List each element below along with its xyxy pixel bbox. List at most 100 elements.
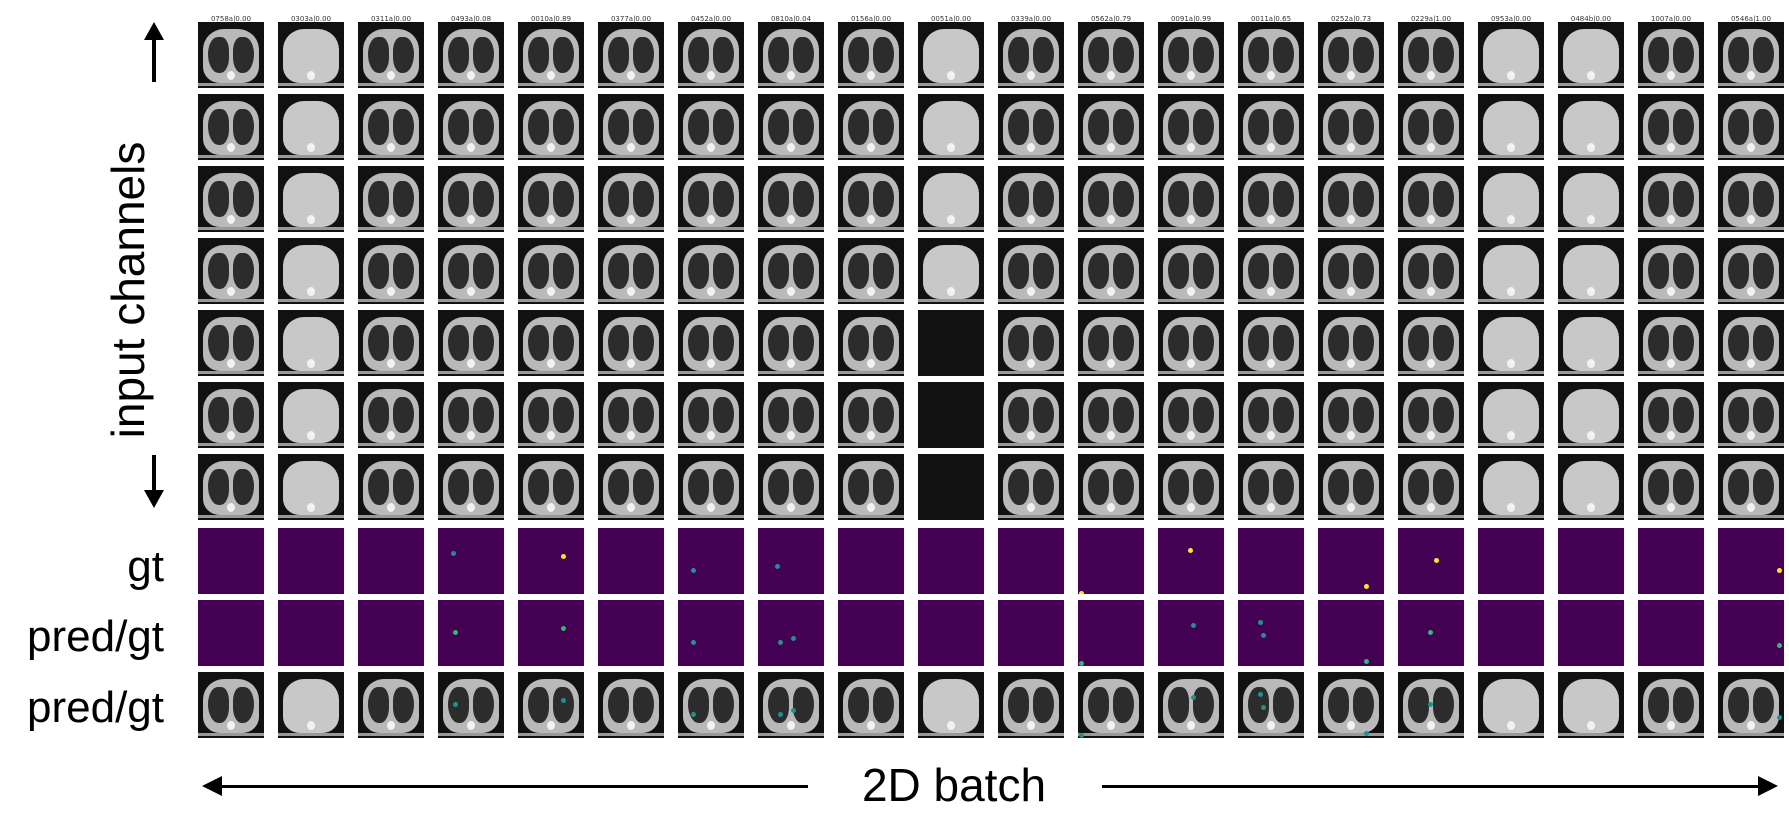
input-channel-tile: [918, 166, 984, 232]
input-channel-tile: [998, 22, 1064, 88]
prediction-dot: [1777, 714, 1783, 720]
lesion-dot: [1187, 547, 1193, 553]
column-title: 0452a|0.00: [690, 15, 732, 23]
lesion-dot: [1191, 623, 1196, 629]
pred-mask-tile: [278, 600, 344, 666]
lesion-dot: [1777, 567, 1783, 573]
column-title: 0810a|0.04: [770, 15, 812, 23]
overlay-ct-tile: [598, 672, 664, 738]
input-channel-tile: [1318, 22, 1384, 88]
column-title: 0484b|0.00: [1570, 15, 1612, 23]
column-title: 0229a|1.00: [1410, 15, 1452, 23]
input-channel-tile: [1638, 310, 1704, 376]
overlay-ct-tile: [758, 672, 824, 738]
pred-mask-tile: [998, 600, 1064, 666]
pred-mask-tile: [518, 600, 584, 666]
input-channel-tile: [198, 94, 264, 160]
pred-mask-tile: [1158, 600, 1224, 666]
prediction-dot: [1191, 695, 1196, 701]
input-channel-tile: [998, 382, 1064, 448]
down-arrow-shaft: [152, 455, 156, 493]
overlay-ct-tile: [918, 672, 984, 738]
input-channel-tile: [1318, 382, 1384, 448]
input-channel-tile: [598, 310, 664, 376]
input-channel-tile: [438, 22, 504, 88]
gt-row-label: gt: [127, 542, 164, 591]
input-channel-tile: [518, 22, 584, 88]
input-channel-tile: [1558, 310, 1624, 376]
input-channel-tile: [998, 310, 1064, 376]
pred-mask-tile: [1638, 600, 1704, 666]
overlay-ct-tile: [198, 672, 264, 738]
pred-mask-tile: [838, 600, 904, 666]
pred-mask-tile: [1398, 600, 1464, 666]
input-channel-tile: [1638, 22, 1704, 88]
input-channel-tile: [1158, 94, 1224, 160]
pred-mask-tile: [1238, 600, 1304, 666]
pred-mask-tile: [438, 600, 504, 666]
input-channel-tile: [1398, 94, 1464, 160]
input-channel-tile: [358, 454, 424, 520]
down-arrow-icon: [144, 490, 164, 508]
gt-mask-tile: [438, 528, 504, 594]
input-channel-tile: [918, 94, 984, 160]
overlay-ct-tile: [1638, 672, 1704, 738]
input-channel-tile: [278, 166, 344, 232]
up-arrow-icon: [144, 22, 164, 40]
gt-mask-tile: [838, 528, 904, 594]
pred-mask-tile: [358, 600, 424, 666]
lesion-dot: [1364, 584, 1370, 590]
pred-mask-tile: [598, 600, 664, 666]
input-channel-tile: [918, 22, 984, 88]
input-channel-tile: [358, 382, 424, 448]
prediction-dot: [1364, 731, 1370, 737]
input-channel-tile: [438, 310, 504, 376]
overlay-ct-tile: [678, 672, 744, 738]
input-channel-tile: [1718, 454, 1784, 520]
input-channel-tile: [1718, 310, 1784, 376]
overlay-ct-tile: [1478, 672, 1544, 738]
input-channel-tile: [1318, 166, 1384, 232]
input-channel-tile: [1398, 454, 1464, 520]
overlay-ct-tile: [1718, 672, 1784, 738]
input-channel-tile: [438, 238, 504, 304]
column-title: 0953a|0.00: [1490, 15, 1532, 23]
input-channel-tile: [1318, 310, 1384, 376]
input-channel-tile: [1638, 166, 1704, 232]
input-channel-tile: [838, 454, 904, 520]
input-channel-tile: [758, 382, 824, 448]
input-channel-tile: [198, 22, 264, 88]
input-channel-tile: [598, 238, 664, 304]
gt-mask-tile: [1078, 528, 1144, 594]
input-channel-tile: [278, 94, 344, 160]
input-channel-tile: [1158, 454, 1224, 520]
input-channel-tile: [758, 310, 824, 376]
input-channel-tile: [1238, 454, 1304, 520]
input-channel-tile: [278, 382, 344, 448]
lesion-dot: [1079, 590, 1085, 594]
input-channel-tile: [518, 310, 584, 376]
input-channel-tile: [758, 94, 824, 160]
input-channel-tile: [918, 238, 984, 304]
input-channel-tile: [1158, 238, 1224, 304]
input-channel-tile: [518, 94, 584, 160]
input-channel-tile: [1718, 94, 1784, 160]
lesion-dot: [691, 639, 697, 645]
input-channel-tile: [1478, 382, 1544, 448]
input-channel-tile: [838, 22, 904, 88]
gt-mask-tile: [1318, 528, 1384, 594]
input-channel-tile: [918, 382, 984, 448]
overlay-ct-tile: [438, 672, 504, 738]
input-channel-tile: [678, 22, 744, 88]
gt-mask-tile: [1638, 528, 1704, 594]
input-channel-tile: [1078, 22, 1144, 88]
input-channel-tile: [598, 166, 664, 232]
input-channel-tile: [1398, 166, 1464, 232]
input-channel-tile: [758, 22, 824, 88]
input-channel-tile: [1238, 22, 1304, 88]
pred-gt-row-label: pred/gt: [27, 612, 164, 661]
gt-mask-tile: [198, 528, 264, 594]
lesion-dot: [791, 636, 796, 642]
input-channel-tile: [1078, 94, 1144, 160]
prediction-dot: [1427, 701, 1433, 707]
